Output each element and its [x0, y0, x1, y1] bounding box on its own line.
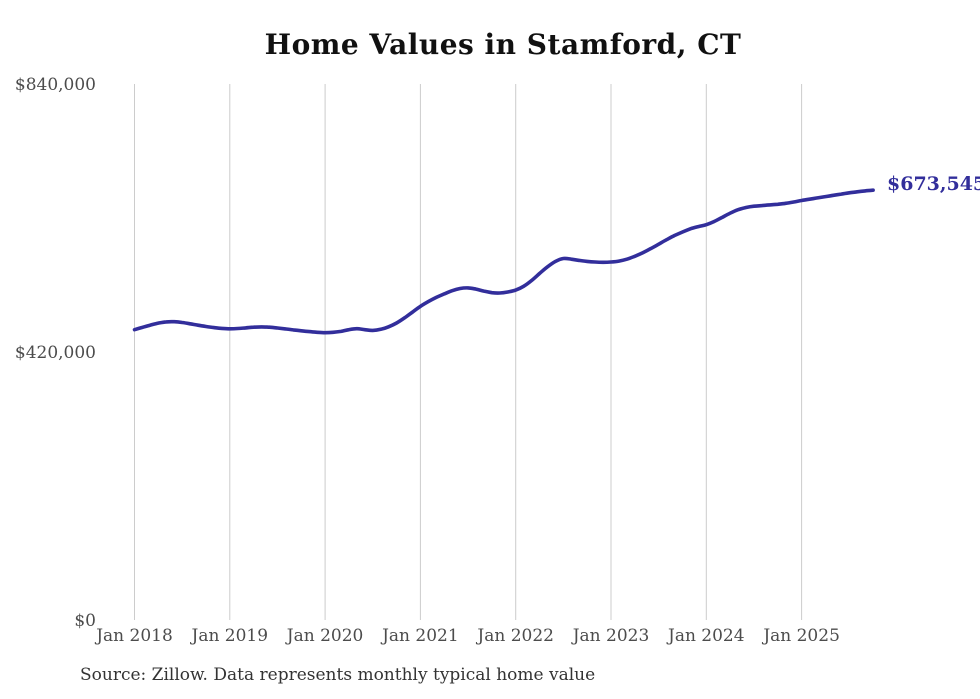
y-axis-tick-label: $420,000: [15, 343, 96, 363]
y-axis-tick-label: $0: [74, 611, 96, 631]
source-attribution: Source: Zillow. Data represents monthly …: [80, 665, 596, 685]
chart-title: Home Values in Stamford, CT: [264, 28, 742, 61]
x-axis-tick-label: Jan 2023: [571, 626, 650, 646]
x-axis-tick-label: Jan 2022: [475, 626, 554, 646]
x-axis-tick-label: Jan 2024: [666, 626, 745, 646]
home-value-line: [132, 188, 875, 335]
x-axis-tick-label: Jan 2018: [94, 626, 173, 646]
x-axis-tick-label: Jan 2020: [285, 626, 364, 646]
y-axis-tick-label: $840,000: [15, 75, 96, 95]
x-axis-tick-label: Jan 2021: [380, 626, 459, 646]
latest-value-label: $673,545: [887, 173, 980, 195]
x-axis-tick-label: Jan 2025: [761, 626, 840, 646]
x-axis-tick-label: Jan 2019: [190, 626, 269, 646]
